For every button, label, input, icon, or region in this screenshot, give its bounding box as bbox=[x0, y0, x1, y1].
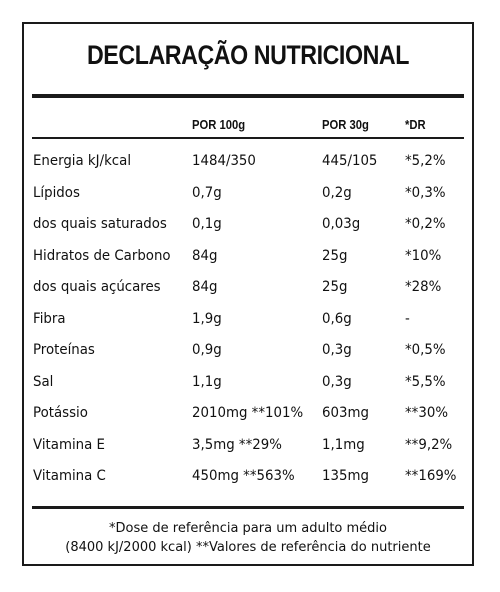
footnote-line-1: *Dose de referência para um adulto médio bbox=[109, 521, 387, 536]
value-dr: *0,2% bbox=[405, 216, 446, 232]
nutrient-name: Proteínas bbox=[33, 342, 95, 358]
value-dr: *5,2% bbox=[405, 153, 446, 169]
value-dr: **169% bbox=[405, 468, 457, 484]
nutrient-name: Sal bbox=[33, 373, 54, 390]
footnote-line-2: (8400 kJ/2000 kcal) **Valores de referên… bbox=[65, 540, 431, 555]
value-dr: *0,3% bbox=[405, 184, 446, 201]
value-dr: *10% bbox=[405, 247, 442, 264]
value-per-100g: 1484/350 bbox=[192, 153, 256, 169]
value-per-100g: 84g bbox=[192, 279, 218, 295]
nutrient-table: Energia kJ/kcal 1484/350 445/105 *5,2% L… bbox=[24, 151, 472, 498]
value-per-100g: 1,1g bbox=[192, 373, 222, 390]
footnote: *Dose de referência para um adulto médio… bbox=[24, 519, 472, 557]
table-row: Fibra 1,9g 0,6g - bbox=[24, 309, 472, 341]
value-dr: *0,5% bbox=[405, 342, 446, 358]
nutrient-name: Vitamina E bbox=[33, 436, 105, 453]
value-per-30g: 135mg bbox=[322, 468, 369, 484]
value-dr: *5,5% bbox=[405, 373, 446, 390]
table-row: Hidratos de Carbono 84g 25g *10% bbox=[24, 246, 472, 278]
value-per-30g: 1,1mg bbox=[322, 436, 365, 453]
table-row: Proteínas 0,9g 0,3g *0,5% bbox=[24, 340, 472, 372]
value-per-30g: 445/105 bbox=[322, 153, 378, 169]
column-header-per-100g: POR 100g bbox=[192, 118, 246, 132]
value-per-100g: 0,9g bbox=[192, 342, 222, 358]
column-header-dr: *DR bbox=[405, 118, 426, 132]
value-per-30g: 25g bbox=[322, 279, 348, 295]
table-row: dos quais açúcares 84g 25g *28% bbox=[24, 277, 472, 309]
value-per-30g: 0,6g bbox=[322, 310, 352, 327]
nutrition-label: DECLARAÇÃO NUTRICIONAL POR 100g POR 30g … bbox=[22, 22, 474, 566]
table-row: Vitamina E 3,5mg **29% 1,1mg **9,2% bbox=[24, 435, 472, 467]
value-per-30g: 0,2g bbox=[322, 184, 352, 201]
value-dr: **30% bbox=[405, 405, 448, 421]
column-header-per-30g: POR 30g bbox=[322, 118, 369, 132]
nutrient-name: Potássio bbox=[33, 405, 88, 421]
nutrient-name: dos quais açúcares bbox=[33, 279, 161, 295]
value-per-30g: 0,3g bbox=[322, 373, 352, 390]
value-dr: **9,2% bbox=[405, 436, 453, 453]
nutrient-name: Energia kJ/kcal bbox=[33, 153, 132, 169]
value-dr: - bbox=[405, 310, 410, 327]
header-divider bbox=[32, 137, 464, 139]
value-per-30g: 0,03g bbox=[322, 216, 361, 232]
table-row: Lípidos 0,7g 0,2g *0,3% bbox=[24, 183, 472, 215]
value-per-30g: 25g bbox=[322, 247, 348, 264]
title-divider bbox=[32, 94, 464, 98]
nutrient-name: Vitamina C bbox=[33, 468, 106, 484]
value-per-30g: 603mg bbox=[322, 405, 369, 421]
value-dr: *28% bbox=[405, 279, 442, 295]
value-per-100g: 2010mg **101% bbox=[192, 405, 304, 421]
label-title: DECLARAÇÃO NUTRICIONAL bbox=[86, 40, 410, 70]
nutrient-name: Hidratos de Carbono bbox=[33, 247, 171, 264]
table-row: Potássio 2010mg **101% 603mg **30% bbox=[24, 403, 472, 435]
footer-divider bbox=[32, 506, 464, 509]
table-row: Vitamina C 450mg **563% 135mg **169% bbox=[24, 466, 472, 498]
value-per-30g: 0,3g bbox=[322, 342, 352, 358]
value-per-100g: 3,5mg **29% bbox=[192, 436, 282, 453]
table-row: Sal 1,1g 0,3g *5,5% bbox=[24, 372, 472, 404]
value-per-100g: 1,9g bbox=[192, 310, 222, 327]
table-row: dos quais saturados 0,1g 0,03g *0,2% bbox=[24, 214, 472, 246]
nutrient-name: Fibra bbox=[33, 310, 66, 327]
table-row: Energia kJ/kcal 1484/350 445/105 *5,2% bbox=[24, 151, 472, 183]
value-per-100g: 450mg **563% bbox=[192, 468, 295, 484]
nutrient-name: Lípidos bbox=[33, 184, 80, 201]
value-per-100g: 0,1g bbox=[192, 216, 222, 232]
value-per-100g: 84g bbox=[192, 247, 218, 264]
nutrient-name: dos quais saturados bbox=[33, 216, 167, 232]
value-per-100g: 0,7g bbox=[192, 184, 222, 201]
